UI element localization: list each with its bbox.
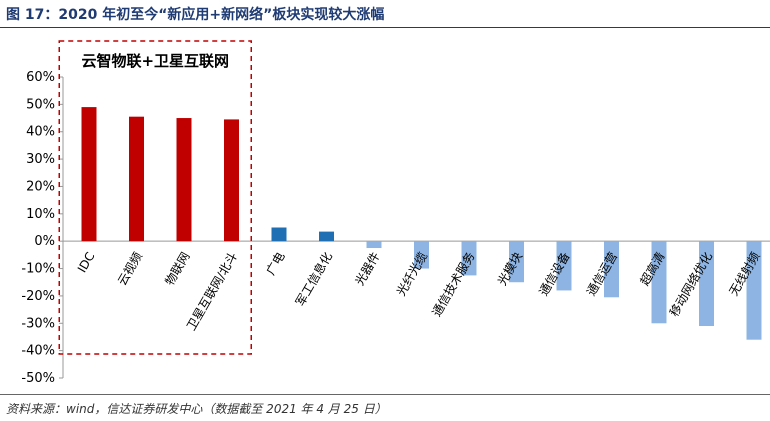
bar-13	[699, 241, 714, 327]
category-label-0: IDC	[75, 250, 98, 275]
y-tick-label: -40%	[21, 344, 55, 359]
category-label-5: 军工信息化	[292, 249, 335, 308]
y-tick-label: 40%	[26, 125, 55, 140]
bar-10	[556, 241, 572, 291]
bar-2	[176, 118, 192, 242]
y-tick-label: 30%	[26, 152, 55, 167]
bar-group	[81, 107, 762, 340]
bar-1	[129, 116, 144, 242]
category-label-7: 光纤光缆	[394, 250, 430, 299]
y-tick-label: -50%	[21, 371, 55, 386]
y-tick-label: 10%	[26, 207, 55, 222]
highlight-group: 云智物联+卫星互联网	[58, 40, 252, 355]
bar-3	[224, 119, 239, 242]
category-label-8: 通信技术服务	[429, 249, 478, 319]
source-rule	[0, 394, 770, 395]
bar-0	[81, 107, 97, 242]
category-label-4: 广电	[263, 250, 287, 278]
y-tick-label: 0%	[34, 234, 55, 249]
category-label-2: 物联网	[162, 250, 192, 288]
category-label-1: 云视频	[114, 249, 145, 288]
bar-5	[319, 231, 334, 242]
highlight-label: 云智物联+卫星互联网	[81, 52, 229, 70]
y-tick-label: -30%	[21, 316, 55, 331]
category-label-6: 光器件	[352, 250, 382, 288]
y-tick-label: -10%	[21, 262, 55, 277]
category-label-3: 卫星互联网/北斗	[184, 250, 240, 333]
y-tick-label: 60%	[26, 70, 55, 85]
bar-7	[414, 241, 429, 269]
y-tick-label: -20%	[21, 289, 55, 304]
bar-14	[746, 241, 762, 340]
bar-9	[509, 241, 524, 283]
y-tick-label: 50%	[26, 97, 55, 112]
bar-12	[651, 241, 667, 324]
title-rule	[0, 27, 770, 28]
bar-8	[461, 241, 477, 276]
y-tick-label: 20%	[26, 179, 55, 194]
figure-title: 图 17：2020 年初至今“新应用+新网络”板块实现较大涨幅	[6, 7, 385, 23]
source-note: 资料来源：wind，信达证券研发中心（数据截至 2021 年 4 月 25 日）	[6, 402, 387, 416]
y-axis: 60% 50% 40% 30% 20% 10% 0% -10% -20% -30% -40% -50%	[21, 70, 770, 386]
bar-11	[604, 241, 619, 298]
bar-6	[366, 241, 382, 249]
bar-chart: 60% 50% 40% 30% 20% 10% 0% -10% -20% -30% -40% -50%…	[21, 40, 770, 386]
bar-4	[271, 227, 287, 242]
